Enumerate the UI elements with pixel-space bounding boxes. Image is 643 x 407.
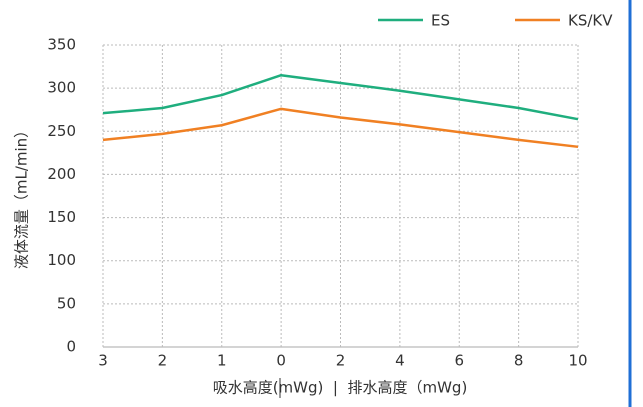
legend-label: ES [431,12,450,30]
y-tick-label: 50 [57,294,76,312]
y-tick-label: 150 [47,208,76,226]
x-tick-label: 2 [336,352,346,370]
x-tick-label: 6 [454,352,464,370]
x-tick-label: 10 [568,352,587,370]
x-tick-label: 8 [514,352,524,370]
series-line [102,107,579,149]
y-tick-label: 100 [47,251,76,269]
x-tick-label: 3 [98,352,108,370]
y-tick-label: 350 [47,36,76,54]
y-tick-label: 300 [47,79,76,97]
legend-label: KS/KV [568,12,613,30]
x-tick-label: 4 [395,352,405,370]
x-tick-label: 2 [158,352,168,370]
y-tick-label: 0 [66,338,76,356]
y-axis-label: 液体流量（mL/min） [13,123,31,269]
x-axis-label: 吸水高度(mWg) | 排水高度（mWg) [213,379,468,397]
y-tick-label: 200 [47,165,76,183]
series-line [102,73,579,121]
x-tick-label: 0 [276,352,286,370]
y-tick-label: 250 [47,122,76,140]
x-tick-label: 1 [217,352,227,370]
